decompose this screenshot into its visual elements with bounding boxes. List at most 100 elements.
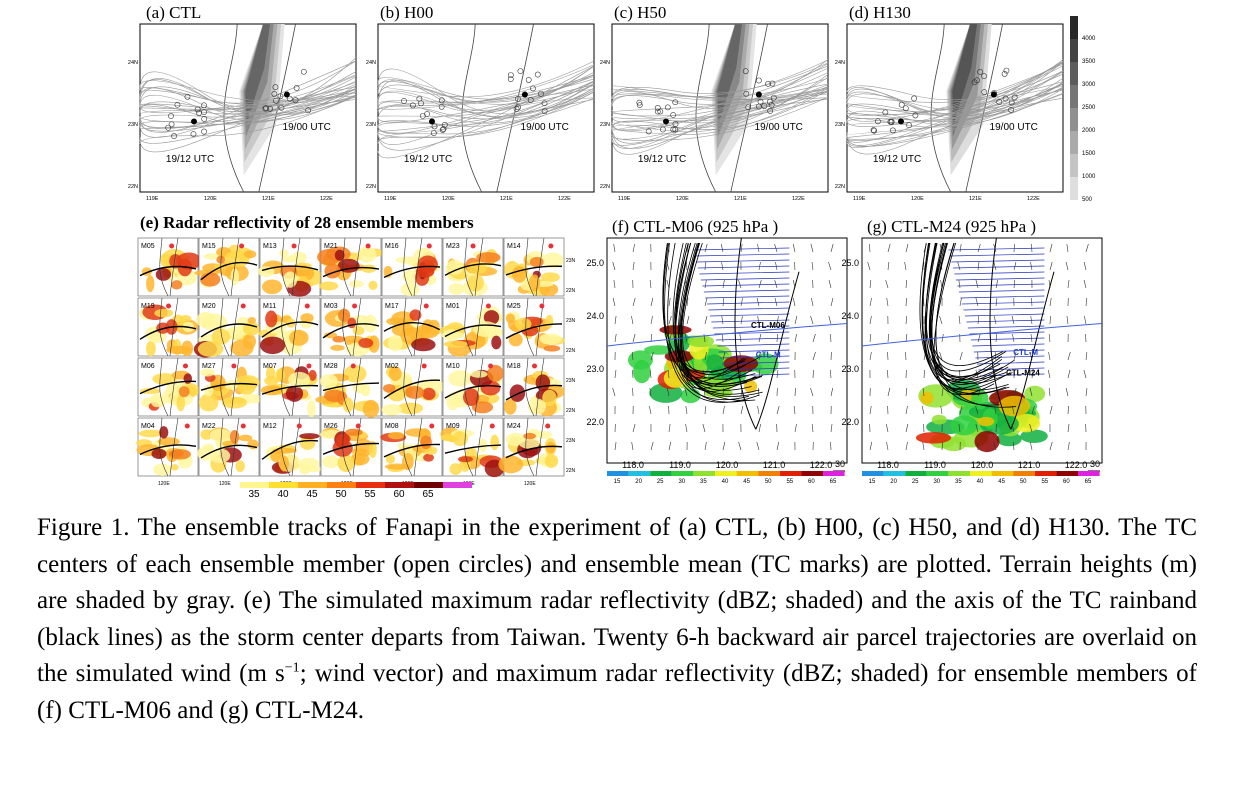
reflectivity bbox=[279, 249, 289, 257]
reflectivity bbox=[352, 326, 365, 336]
wind-vector bbox=[650, 441, 654, 451]
colorbar-label: 65 bbox=[830, 479, 837, 485]
track bbox=[139, 94, 357, 122]
wind-vector bbox=[685, 405, 688, 415]
colorbar-swatch bbox=[991, 471, 1014, 476]
colorbar-swatch bbox=[948, 471, 970, 476]
wind-vector bbox=[1049, 261, 1053, 271]
trajectory bbox=[677, 242, 741, 389]
annotation: 19/00 UTC bbox=[755, 122, 803, 133]
member-label: M11 bbox=[263, 303, 276, 310]
colorbar-swatch bbox=[862, 471, 884, 476]
track bbox=[377, 81, 595, 128]
hatch bbox=[706, 301, 790, 305]
track bbox=[377, 91, 595, 141]
reflectivity bbox=[996, 432, 1022, 447]
member-center bbox=[262, 105, 269, 112]
wind-vector bbox=[704, 441, 707, 451]
member-label: M08 bbox=[385, 423, 399, 430]
track bbox=[846, 62, 1064, 116]
reflectivity bbox=[542, 389, 557, 407]
reflectivity bbox=[504, 398, 517, 415]
coastline bbox=[464, 237, 484, 297]
wind-vector bbox=[632, 261, 635, 271]
colorbar-swatch bbox=[356, 482, 385, 488]
wind-vector bbox=[887, 387, 891, 397]
reflectivity bbox=[420, 435, 432, 450]
trajectory bbox=[673, 242, 753, 385]
y-tick-label: 23N bbox=[566, 378, 576, 384]
trajectory bbox=[929, 242, 1003, 367]
wind-vector bbox=[1011, 315, 1015, 325]
member-center bbox=[168, 113, 174, 119]
reflectivity bbox=[452, 431, 468, 447]
reflectivity bbox=[1020, 429, 1048, 444]
wind-vector bbox=[810, 243, 814, 253]
reflectivity bbox=[529, 256, 544, 268]
wind-vector bbox=[631, 315, 634, 325]
mean-center bbox=[283, 91, 290, 98]
wind-vector bbox=[812, 333, 816, 343]
reflectivity bbox=[179, 315, 192, 323]
hatch bbox=[948, 247, 1045, 251]
hatch bbox=[708, 307, 790, 311]
colorbar-swatch bbox=[385, 482, 414, 488]
colorbar-label: 60 bbox=[1063, 479, 1070, 485]
member-center bbox=[1011, 94, 1018, 101]
colorbar-swatch bbox=[1013, 471, 1035, 476]
wind-vector bbox=[722, 441, 726, 451]
track bbox=[139, 99, 357, 129]
reflectivity bbox=[221, 396, 248, 409]
mean-center bbox=[521, 91, 528, 98]
member-center bbox=[870, 127, 877, 133]
wind-vector bbox=[614, 315, 617, 325]
colorbar-swatch bbox=[693, 471, 715, 476]
reflectivity bbox=[229, 430, 240, 444]
x-tick-label: 120E bbox=[911, 196, 924, 202]
reflectivity bbox=[216, 255, 225, 264]
hatch bbox=[955, 277, 1045, 281]
reflectivity bbox=[203, 253, 220, 260]
reflectivity bbox=[209, 428, 231, 442]
colorbar-label: 35 bbox=[955, 479, 962, 485]
x-tick-label: 122E bbox=[558, 196, 571, 202]
member-center bbox=[755, 77, 762, 84]
wind-vector bbox=[810, 387, 814, 397]
wind-vector bbox=[685, 423, 688, 433]
coastline bbox=[525, 237, 545, 297]
reflectivity bbox=[330, 344, 345, 351]
member-center bbox=[871, 127, 878, 134]
wind-vector bbox=[1084, 315, 1087, 325]
member-center bbox=[267, 105, 273, 112]
wind-vector bbox=[1083, 261, 1087, 271]
member-label: M24 bbox=[507, 423, 521, 430]
panel-title: (b) H00 bbox=[380, 3, 433, 22]
track bbox=[846, 83, 1064, 116]
wind-vector bbox=[792, 243, 796, 253]
storm-center bbox=[429, 423, 435, 429]
colorbar-label: 40 bbox=[977, 479, 984, 485]
reflectivity bbox=[422, 387, 436, 401]
member-label: M13 bbox=[263, 243, 277, 250]
storm-center bbox=[421, 363, 427, 369]
member-center bbox=[670, 126, 677, 133]
track bbox=[611, 86, 829, 124]
wind-vector bbox=[1067, 423, 1070, 433]
y-tick-label: 23N bbox=[566, 258, 576, 264]
colorbar-swatch bbox=[269, 482, 298, 488]
mean-track bbox=[606, 323, 848, 347]
member-center bbox=[292, 97, 299, 104]
rainband-axis bbox=[505, 323, 563, 340]
reflectivity bbox=[458, 456, 474, 463]
wind-vector bbox=[1049, 243, 1053, 253]
wind-vector bbox=[612, 261, 616, 271]
wind-vector bbox=[957, 261, 961, 271]
coastline bbox=[734, 237, 800, 430]
colorbar-swatch bbox=[926, 471, 949, 476]
hatch bbox=[711, 319, 790, 323]
colorbar-label: 3000 bbox=[1082, 82, 1096, 88]
terrain bbox=[717, 24, 743, 124]
wind-vector bbox=[1012, 333, 1015, 343]
storm-center bbox=[350, 363, 356, 369]
reflectivity bbox=[388, 366, 402, 381]
